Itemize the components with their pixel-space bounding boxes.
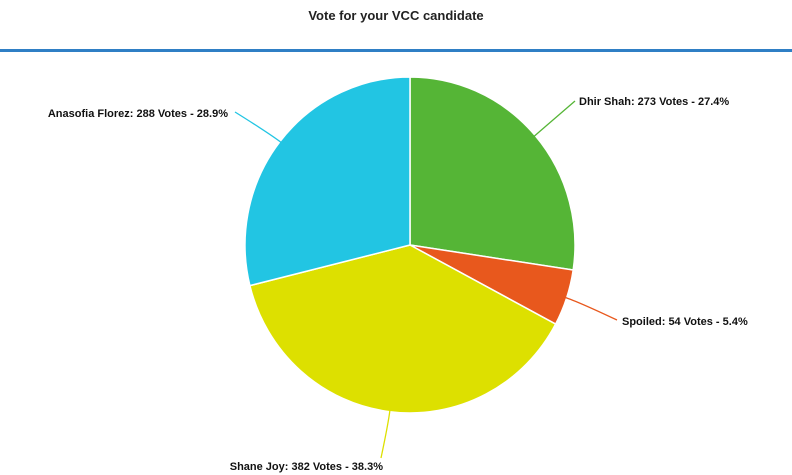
leader-line-anasofia-florez: [234, 111, 282, 144]
pie-leader-lines: [234, 100, 618, 459]
slice-label-shane-joy: Shane Joy: 382 Votes - 38.3%: [230, 461, 383, 473]
slice-label-dhir-shah: Dhir Shah: 273 Votes - 27.4%: [579, 96, 729, 108]
leader-line-dhir-shah: [533, 100, 576, 138]
slice-label-anasofia-florez: Anasofia Florez: 288 Votes - 28.9%: [48, 108, 228, 120]
pie-labels: Dhir Shah: 273 Votes - 27.4% Spoiled: 54 …: [48, 96, 748, 473]
pie-slices: [244, 76, 576, 414]
chart-title: Vote for your VCC candidate: [308, 8, 484, 23]
slice-label-spoiled: Spoiled: 54 Votes - 5.4%: [622, 316, 748, 328]
leader-line-spoiled: [564, 296, 618, 321]
leader-line-shane-joy: [380, 409, 391, 459]
title-divider: [0, 49, 792, 52]
pie-slice-dhir-shah: [409, 76, 576, 271]
